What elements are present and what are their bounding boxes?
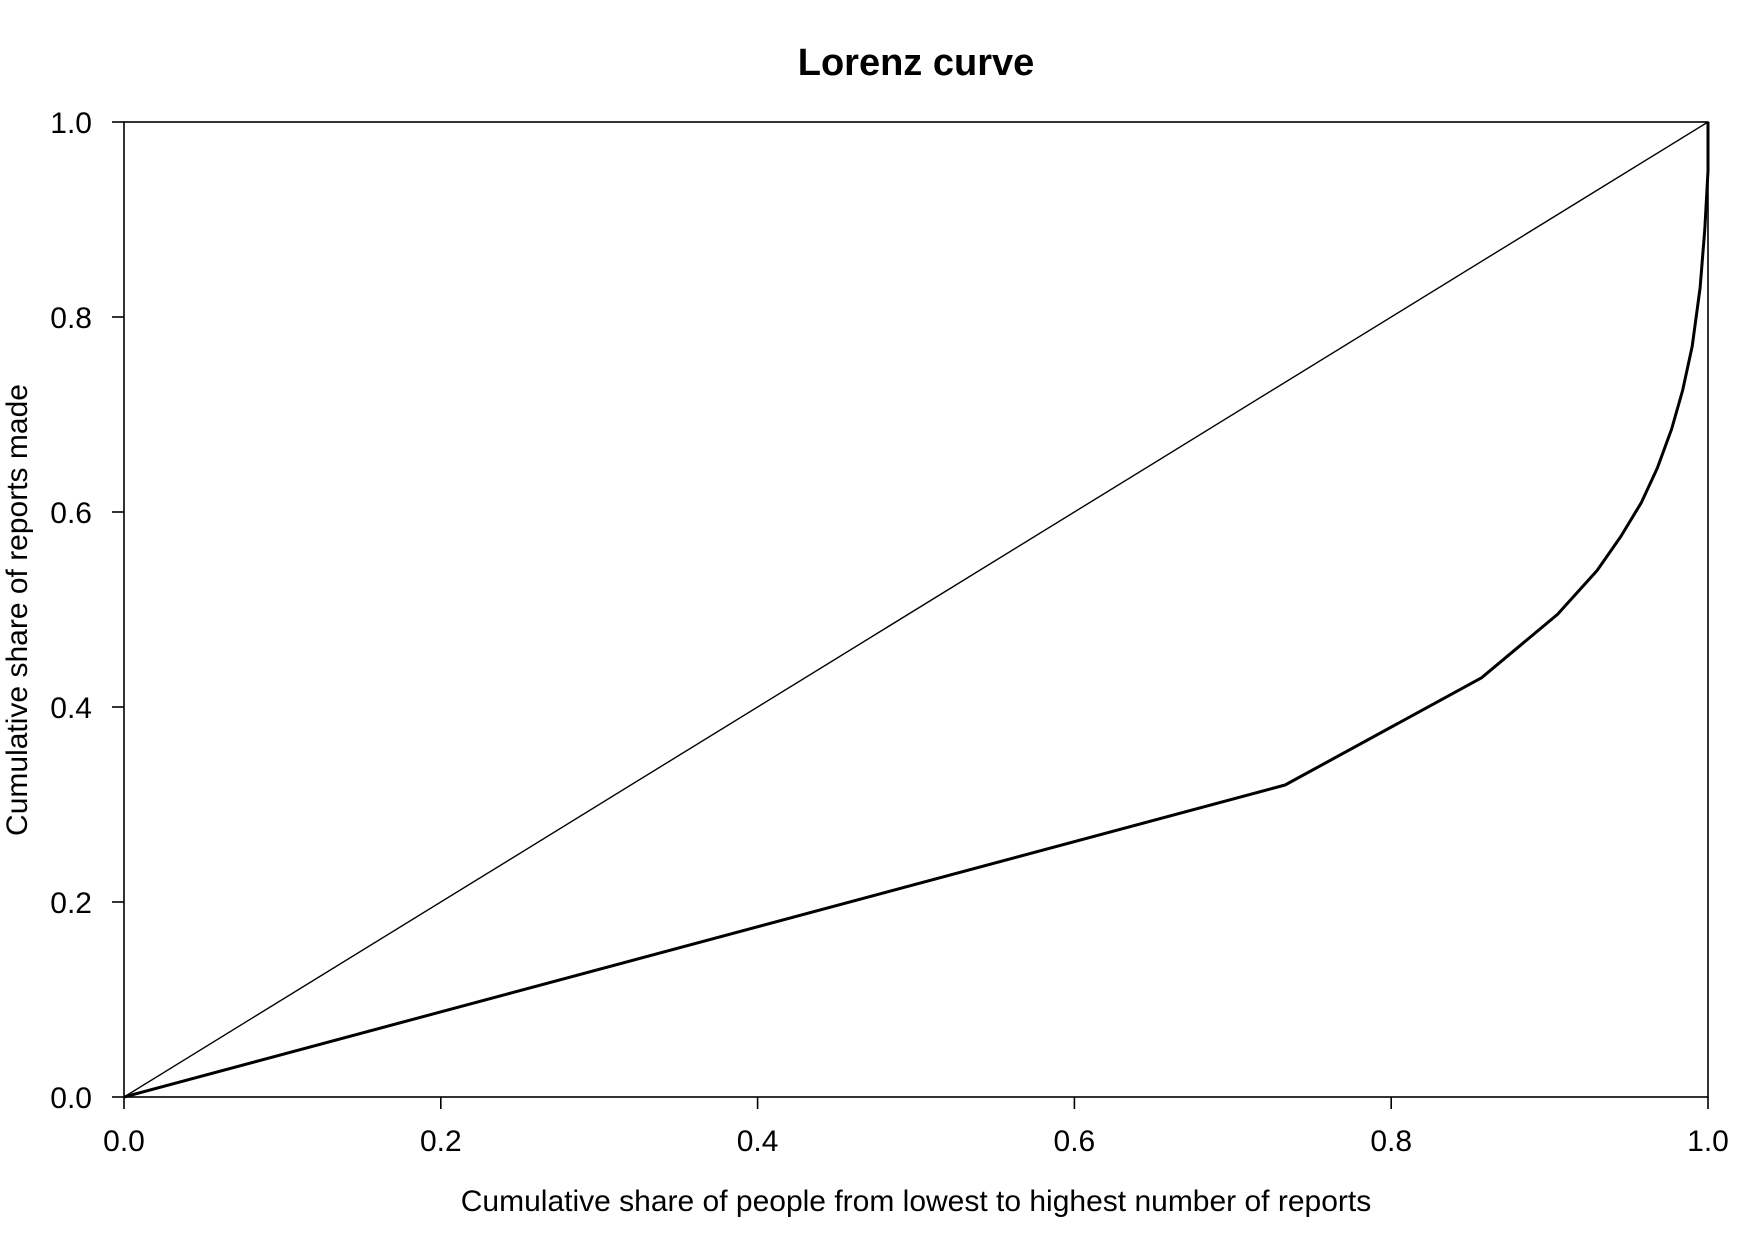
x-tick-label: 1.0 — [1687, 1125, 1729, 1158]
x-tick-label: 0.0 — [103, 1125, 145, 1158]
y-tick-label: 0.0 — [50, 1082, 92, 1115]
x-tick-label: 0.2 — [420, 1125, 462, 1158]
x-axis: 0.0 0.2 0.4 0.6 0.8 1.0 — [103, 1097, 1729, 1158]
x-axis-label: Cumulative share of people from lowest t… — [461, 1185, 1371, 1218]
equality-line — [123, 121, 1709, 1098]
plot-frame — [123, 121, 1709, 1098]
lorenz-curve-line — [123, 122, 1710, 1099]
x-tick-label: 0.8 — [1370, 1125, 1412, 1158]
y-tick-label: 0.8 — [50, 302, 92, 335]
y-tick-label: 0.6 — [50, 497, 92, 530]
y-tick-label: 0.4 — [50, 692, 92, 725]
chart-title: Lorenz curve — [798, 42, 1035, 84]
x-tick-label: 0.4 — [737, 1125, 779, 1158]
x-tick-label: 0.6 — [1054, 1125, 1096, 1158]
series-layer — [123, 121, 1710, 1099]
y-axis-label: Cumulative share of reports made — [1, 384, 34, 836]
y-axis: 0.0 0.2 0.4 0.6 0.8 1.0 — [50, 107, 124, 1115]
y-tick-label: 0.2 — [50, 887, 92, 920]
y-tick-label: 1.0 — [50, 107, 92, 140]
